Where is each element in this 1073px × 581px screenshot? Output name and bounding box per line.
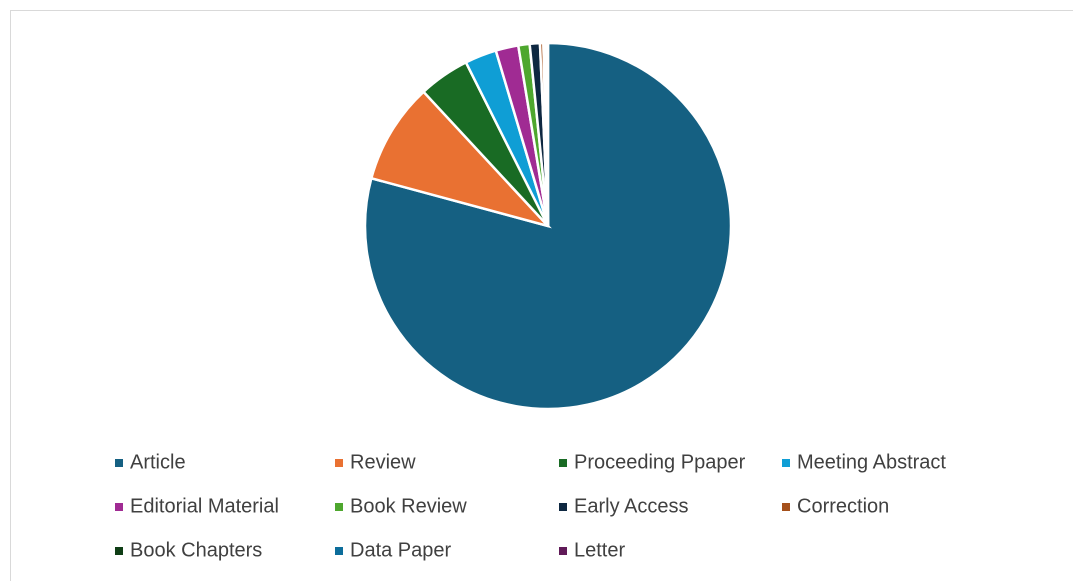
pie-slice	[369, 90, 552, 229]
legend-swatch	[335, 503, 343, 511]
legend-swatch	[559, 503, 567, 511]
legend-label: Data Paper	[350, 539, 452, 561]
pie-slice	[545, 41, 550, 227]
legend-swatch	[782, 459, 790, 467]
legend-label: Letter	[574, 539, 625, 561]
legend-swatch	[335, 547, 343, 555]
legend-swatch	[559, 547, 567, 555]
legend-swatch	[115, 503, 123, 511]
legend-label: Editorial Material	[130, 495, 279, 517]
legend-label: Correction	[797, 495, 889, 517]
legend-swatch	[782, 503, 790, 511]
legend-label: Review	[350, 451, 416, 473]
legend-swatch	[115, 547, 123, 555]
legend-label: Early Access	[574, 495, 688, 517]
legend-swatch	[335, 459, 343, 467]
legend-label: Proceeding Ppaper	[574, 451, 746, 473]
legend-label: Meeting Abstract	[797, 451, 946, 473]
legend-swatch	[559, 459, 567, 467]
legend-label: Book Review	[350, 495, 467, 517]
legend-swatch	[115, 459, 123, 467]
legend-label: Book Chapters	[130, 539, 262, 561]
legend-label: Article	[130, 451, 186, 473]
